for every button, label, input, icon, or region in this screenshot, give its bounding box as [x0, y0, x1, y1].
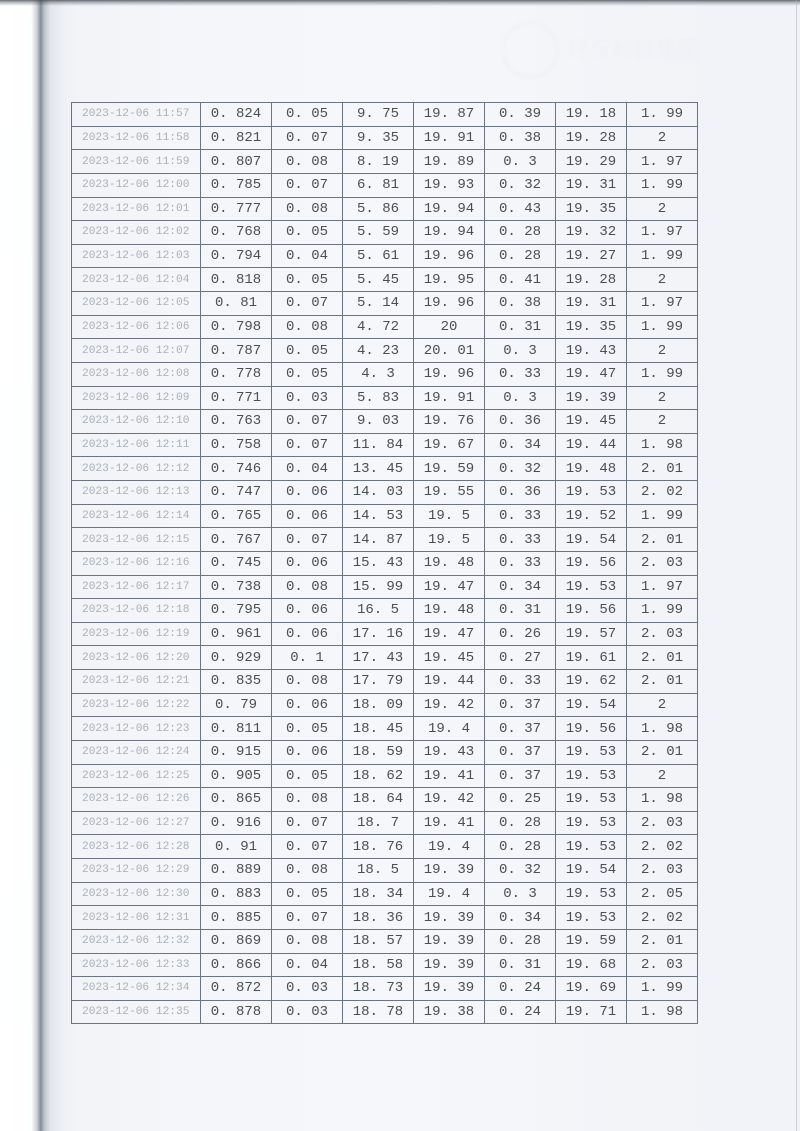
- svg-text:环保科技集团: 环保科技集团: [568, 38, 700, 63]
